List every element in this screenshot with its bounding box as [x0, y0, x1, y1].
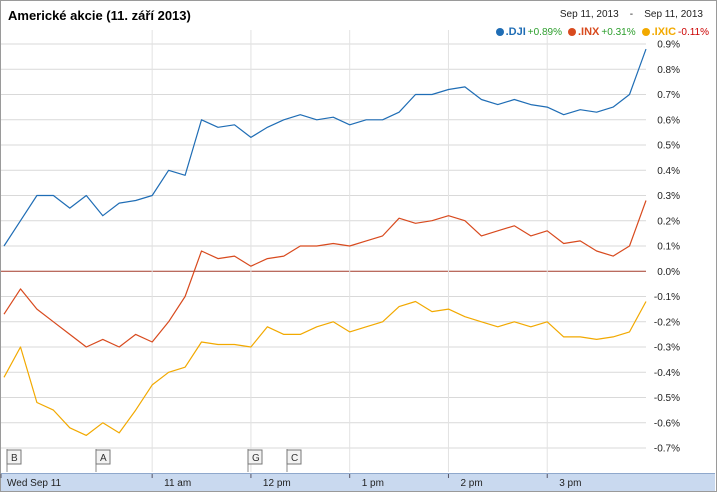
y-tick-label: -0.1% [654, 292, 680, 303]
y-tick-label: 0.1% [657, 242, 680, 253]
y-tick-label: 0.7% [657, 90, 680, 101]
x-tick-label: Wed Sep 11 [7, 478, 62, 489]
y-tick-label: 0.6% [657, 115, 680, 126]
flag-label-b: B [11, 453, 18, 464]
x-tick-label: 11 am [164, 478, 191, 489]
legend: .DJI +0.89% .INX +0.31% .IXIC -0.11% [495, 26, 709, 38]
flag-marker-a [95, 449, 111, 465]
legend-change-inx: +0.31% [601, 26, 636, 38]
y-tick-label: -0.3% [654, 343, 680, 354]
flag-marker-b [6, 449, 22, 465]
y-tick-label: 0.9% [657, 40, 680, 51]
series-line-dji [3, 48, 647, 247]
x-tick-label: 2 pm [460, 478, 482, 489]
legend-dot-inx [567, 28, 576, 36]
y-tick-label: 0.2% [657, 216, 680, 227]
flag-label-a: A [100, 453, 107, 464]
legend-change-dji: +0.89% [527, 26, 562, 38]
legend-dot-ixic [641, 28, 650, 36]
date-from: Sep 11, 2013 [559, 9, 619, 20]
y-tick-label: -0.5% [654, 393, 680, 404]
date-separator: - [629, 9, 634, 20]
legend-item-inx[interactable]: .INX +0.31% [567, 26, 636, 38]
y-tick-label: 0.0% [657, 267, 680, 278]
legend-name-ixic: .IXIC [651, 26, 677, 38]
flag-label-g: G [252, 453, 260, 464]
y-tick-label: -0.7% [654, 444, 680, 455]
y-tick-label: 0.8% [657, 65, 680, 76]
x-tick-label: 3 pm [559, 478, 581, 489]
date-to: Sep 11, 2013 [644, 9, 703, 20]
y-tick-label: -0.6% [654, 418, 680, 429]
series-line-ixic [3, 300, 647, 436]
flag-marker-g [247, 449, 263, 465]
legend-item-ixic[interactable]: .IXIC -0.11% [641, 26, 709, 38]
y-tick-label: 0.3% [657, 191, 680, 202]
legend-name-dji: .DJI [505, 26, 526, 38]
time-axis-bar [1, 473, 715, 491]
y-tick-label: 0.4% [657, 166, 680, 177]
date-range: Sep 11, 2013 - Sep 11, 2013 [560, 9, 703, 20]
y-tick-label: -0.4% [654, 368, 680, 379]
legend-name-inx: .INX [577, 26, 600, 38]
legend-dot-dji [495, 28, 504, 36]
flag-label-c: C [291, 453, 298, 464]
legend-item-dji[interactable]: .DJI +0.89% [495, 26, 562, 38]
x-tick-label: 12 pm [263, 478, 291, 489]
x-tick-label: 1 pm [362, 478, 384, 489]
chart-title: Americké akcie (11. září 2013) [8, 8, 191, 23]
y-tick-label: 0.5% [657, 141, 680, 152]
legend-change-ixic: -0.11% [678, 26, 709, 38]
flag-marker-c [286, 449, 302, 465]
series-line-inx [3, 200, 647, 348]
y-tick-label: -0.2% [654, 317, 680, 328]
